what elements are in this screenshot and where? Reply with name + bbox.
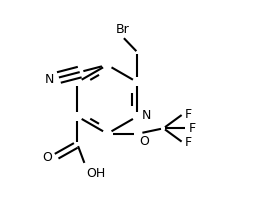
Text: N: N bbox=[142, 109, 151, 122]
Text: F: F bbox=[185, 136, 192, 149]
Text: O: O bbox=[43, 151, 52, 164]
Text: O: O bbox=[139, 135, 149, 148]
Text: F: F bbox=[189, 122, 196, 135]
Text: F: F bbox=[185, 108, 192, 121]
Text: Br: Br bbox=[116, 23, 129, 36]
Text: OH: OH bbox=[86, 167, 106, 180]
Text: N: N bbox=[45, 73, 54, 86]
